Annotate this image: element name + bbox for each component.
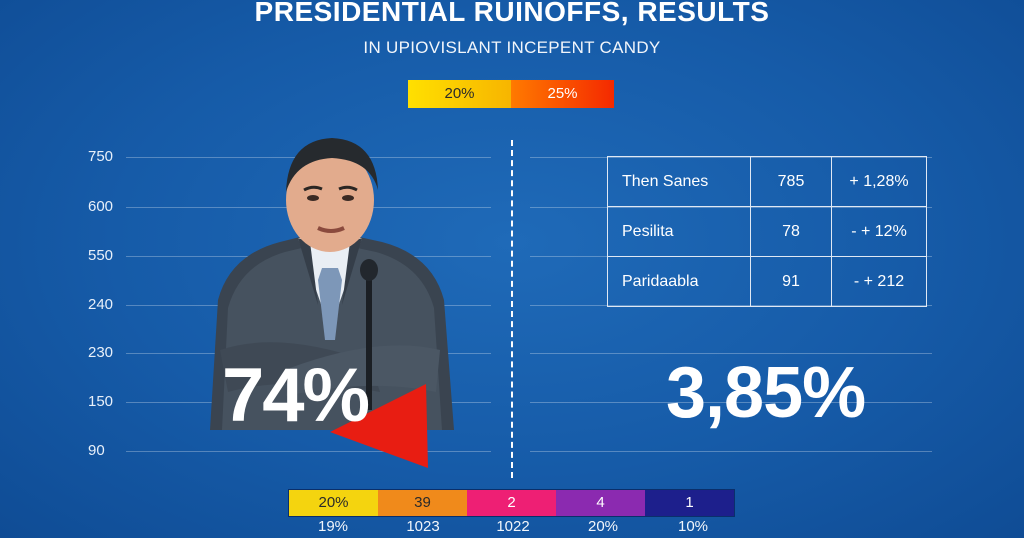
results-table: Then Sanes 785 + 1,28% Pesilita 78 - + 1… <box>607 156 927 307</box>
bottom-bar-segment: 20% <box>289 490 378 516</box>
table-cell-name: Pesilita <box>607 206 751 257</box>
bottom-bar-segment: 2 <box>467 490 556 516</box>
table-cell-name: Paridaabla <box>607 256 751 307</box>
bottom-bar-sublabels: 19% 1023 1022 20% 10% <box>288 518 738 535</box>
bottom-bar-sublabel: 10% <box>677 518 709 535</box>
bottom-bar-sublabel: 1022 <box>496 518 530 535</box>
bottom-legend-bar: 20% 39 2 4 1 <box>288 489 735 517</box>
gridline <box>530 451 932 452</box>
table-row: Paridaabla 91 - + 212 <box>607 256 927 307</box>
bottom-bar-segment: 1 <box>645 490 734 516</box>
table-cell-value: 785 <box>750 156 832 207</box>
table-row: Then Sanes 785 + 1,28% <box>607 156 927 207</box>
bottom-bar-segment: 39 <box>378 490 467 516</box>
y-axis-label: 750 <box>88 148 114 165</box>
y-axis-label: 230 <box>88 344 114 361</box>
table-cell-value: 78 <box>750 206 832 257</box>
page-subtitle: IN UPIOVISLANT INCEPENT CANDY <box>363 38 661 57</box>
table-cell-change: - + 212 <box>831 256 927 307</box>
person-photo <box>210 138 454 430</box>
bottom-bar-sublabel: 1023 <box>406 518 440 535</box>
top-legend-item-orange: 25% <box>511 80 614 108</box>
bottom-bar-sublabel: 20% <box>587 518 619 535</box>
big-value-right: 3,85% <box>666 353 866 433</box>
gridline <box>530 353 932 354</box>
table-row: Pesilita 78 - + 12% <box>607 206 927 257</box>
table-cell-value: 91 <box>750 256 832 307</box>
table-cell-name: Then Sanes <box>607 156 751 207</box>
y-axis-label: 600 <box>88 198 114 215</box>
gridline <box>126 451 491 452</box>
big-value-left: 74% <box>222 353 370 438</box>
y-axis-label: 240 <box>88 296 114 313</box>
top-legend: 20% 25% <box>408 80 614 108</box>
y-axis-label: 90 <box>88 442 105 459</box>
table-cell-change: - + 12% <box>831 206 927 257</box>
page-title: PRESIDENTIAL RUINOFFS, RESULTS <box>254 0 770 27</box>
y-axis-label: 150 <box>88 393 114 410</box>
red-flag-shape <box>330 384 428 468</box>
y-axis-label: 550 <box>88 247 114 264</box>
table-cell-change: + 1,28% <box>831 156 927 207</box>
bottom-bar-segment: 4 <box>556 490 645 516</box>
gridline <box>530 402 932 403</box>
bottom-bar-sublabel: 19% <box>317 518 349 535</box>
center-divider <box>511 140 513 478</box>
top-legend-item-yellow: 20% <box>408 80 511 108</box>
